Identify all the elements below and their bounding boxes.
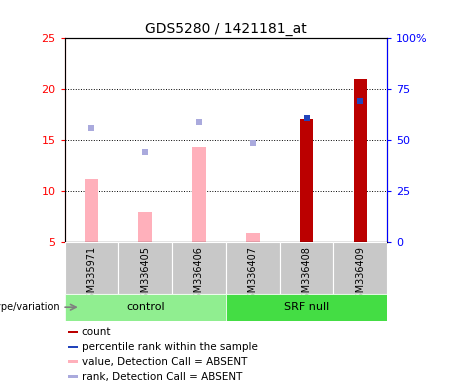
Bar (226, 294, 387, 321)
Text: GSM336409: GSM336409 (355, 246, 366, 305)
Bar (300, 119, 313, 242)
Bar (192, 147, 206, 242)
Bar (69, 346, 78, 348)
Text: genotype/variation: genotype/variation (0, 302, 60, 312)
Text: GSM336407: GSM336407 (248, 246, 258, 305)
Bar (65, 242, 118, 294)
Bar (280, 242, 333, 294)
Text: GSM336406: GSM336406 (194, 246, 204, 305)
Text: percentile rank within the sample: percentile rank within the sample (82, 342, 258, 352)
Text: GSM336405: GSM336405 (140, 246, 150, 305)
Text: value, Detection Call = ABSENT: value, Detection Call = ABSENT (82, 357, 247, 367)
Bar (69, 331, 78, 333)
Bar (172, 242, 226, 294)
Bar (246, 233, 260, 242)
Text: control: control (126, 302, 165, 312)
Text: GSM336408: GSM336408 (301, 246, 312, 305)
Bar (354, 79, 367, 242)
Bar (85, 179, 98, 242)
Bar (65, 294, 226, 321)
Text: GSM335971: GSM335971 (86, 246, 96, 305)
Title: GDS5280 / 1421181_at: GDS5280 / 1421181_at (145, 22, 307, 36)
Bar (138, 212, 152, 242)
Bar (118, 242, 172, 294)
Text: rank, Detection Call = ABSENT: rank, Detection Call = ABSENT (82, 372, 242, 382)
Text: count: count (82, 327, 111, 337)
Bar (226, 242, 280, 294)
Text: SRF null: SRF null (284, 302, 329, 312)
Bar (69, 376, 78, 378)
Bar (333, 242, 387, 294)
Bar (69, 361, 78, 363)
